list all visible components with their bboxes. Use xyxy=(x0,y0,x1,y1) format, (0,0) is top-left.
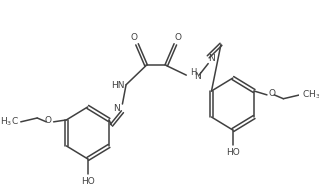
Text: O: O xyxy=(269,89,276,98)
Text: HN: HN xyxy=(111,81,125,90)
Text: H: H xyxy=(190,68,197,77)
Text: HO: HO xyxy=(226,148,240,157)
Text: N: N xyxy=(209,54,215,63)
Text: N: N xyxy=(194,72,201,81)
Text: HO: HO xyxy=(81,176,95,185)
Text: O: O xyxy=(45,116,52,125)
Text: O: O xyxy=(131,33,138,42)
Text: CH$_3$: CH$_3$ xyxy=(302,89,319,101)
Text: N: N xyxy=(113,104,119,113)
Text: O: O xyxy=(174,33,182,42)
Text: H$_3$C: H$_3$C xyxy=(0,116,19,128)
